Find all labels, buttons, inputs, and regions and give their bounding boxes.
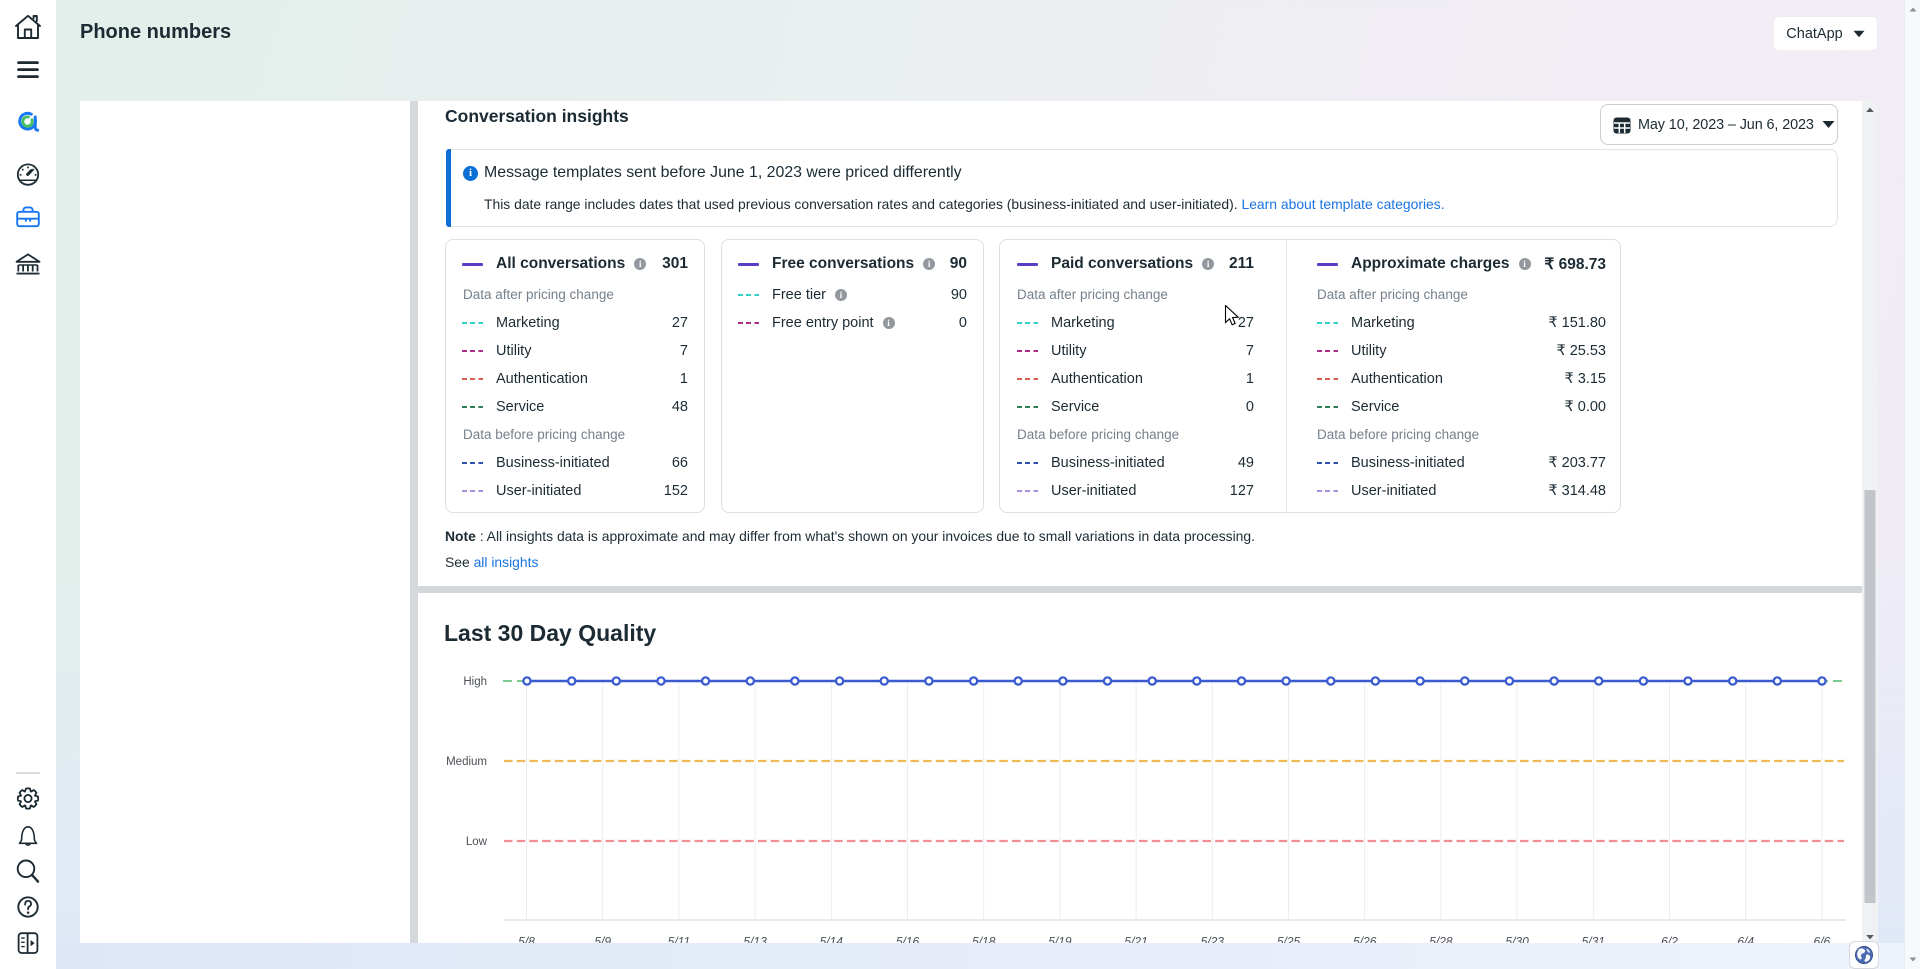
svg-text:Medium: Medium [446,756,487,768]
svg-text:High: High [463,676,487,688]
svg-text:Low: Low [466,836,488,848]
